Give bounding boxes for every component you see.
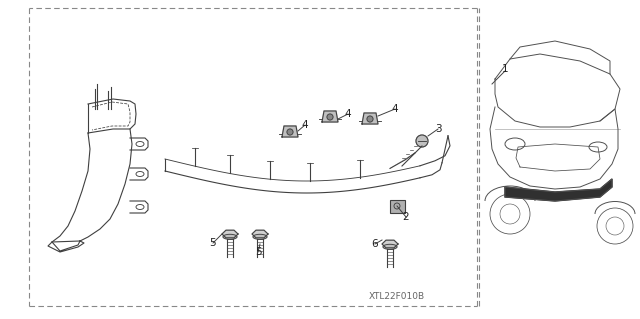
FancyBboxPatch shape <box>390 199 404 212</box>
Text: 2: 2 <box>403 212 410 222</box>
Polygon shape <box>252 230 268 238</box>
Polygon shape <box>322 111 338 122</box>
Text: 5: 5 <box>255 247 261 257</box>
Polygon shape <box>282 126 298 137</box>
Text: 3: 3 <box>435 124 442 134</box>
Text: 1: 1 <box>502 64 508 74</box>
Text: 4: 4 <box>392 104 398 114</box>
Polygon shape <box>505 179 612 201</box>
Polygon shape <box>382 240 398 248</box>
Circle shape <box>327 114 333 120</box>
Text: 6: 6 <box>372 239 378 249</box>
Ellipse shape <box>253 234 267 239</box>
Circle shape <box>367 116 373 122</box>
Text: 4: 4 <box>345 109 351 119</box>
Text: XTL22F010B: XTL22F010B <box>369 292 425 301</box>
Circle shape <box>287 129 293 135</box>
Polygon shape <box>222 230 238 238</box>
Text: 5: 5 <box>210 238 216 248</box>
Polygon shape <box>362 113 378 124</box>
Text: 4: 4 <box>301 120 308 130</box>
Ellipse shape <box>223 234 237 239</box>
Circle shape <box>416 135 428 147</box>
Ellipse shape <box>383 244 397 249</box>
